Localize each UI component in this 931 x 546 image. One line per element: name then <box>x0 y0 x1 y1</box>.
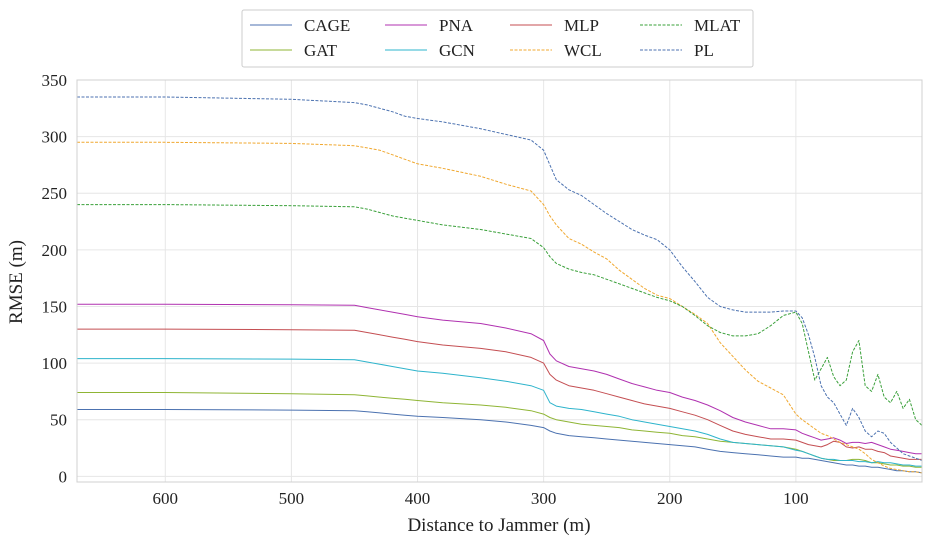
series-layer <box>77 96 923 474</box>
y-tick-label: 0 <box>59 467 68 486</box>
legend-label-mlat: MLAT <box>694 16 741 35</box>
legend-label-pna: PNA <box>439 16 474 35</box>
x-tick-label: 300 <box>531 489 557 508</box>
legend-label-pl: PL <box>694 41 714 60</box>
series-line-wcl <box>77 141 923 474</box>
y-tick-label: 50 <box>50 411 67 430</box>
x-tick-label: 100 <box>783 489 809 508</box>
grid <box>77 79 922 482</box>
series-line-mlp <box>77 328 922 460</box>
legend-frame <box>241 9 754 68</box>
series-line-mlat <box>77 204 923 426</box>
series-line-pna <box>77 303 922 455</box>
x-tick-label: 600 <box>153 489 179 508</box>
y-tick-label: 200 <box>42 241 68 260</box>
plot-frame <box>76 79 923 483</box>
legend-label-cage: CAGE <box>304 16 350 35</box>
legend-label-mlp: MLP <box>564 16 599 35</box>
y-tick-label: 300 <box>42 128 68 147</box>
x-tick-label: 500 <box>279 489 305 508</box>
series-line-cage <box>77 409 923 474</box>
y-tick-label: 350 <box>42 71 68 90</box>
legend-label-gcn: GCN <box>439 41 475 60</box>
x-axis-title: Distance to Jammer (m) <box>407 515 590 536</box>
legend: CAGE GAT PNA GCN MLP WCL MLAT PL <box>241 9 754 68</box>
x-tick-label: 200 <box>657 489 683 508</box>
y-tick-label: 100 <box>42 354 68 373</box>
legend-label-gat: GAT <box>304 41 338 60</box>
series-line-gat <box>77 392 922 468</box>
series-line-gcn <box>77 358 922 467</box>
series-line-pl <box>77 96 923 461</box>
x-tick-label: 400 <box>405 489 431 508</box>
axis-ticks: 0 50 100 150 200 250 300 350 600 500 400 300 200 100 <box>42 71 809 508</box>
y-tick-label: 250 <box>42 184 68 203</box>
y-axis-title: RMSE (m) <box>6 240 27 324</box>
y-tick-label: 150 <box>42 297 68 316</box>
legend-label-wcl: WCL <box>564 41 602 60</box>
